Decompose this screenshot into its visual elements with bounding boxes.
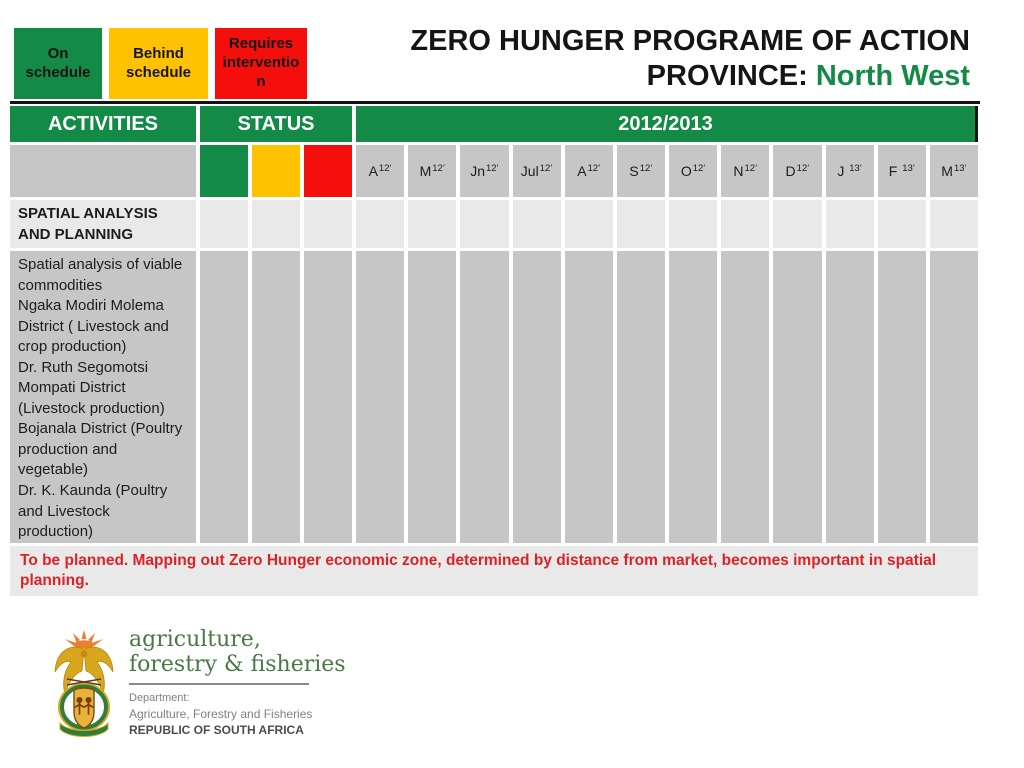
- table-top-rule: [10, 101, 980, 104]
- month-cell: [564, 251, 613, 543]
- activity-text: Spatial analysis of viable commodities N…: [18, 256, 183, 541]
- month-header-oct12: O12’: [669, 145, 718, 197]
- legend-on-schedule: On schedule: [14, 28, 102, 99]
- logo-dept-name: Agriculture, Forestry and Fisheries: [129, 707, 313, 722]
- status-legend: On schedule Behind schedule Requires int…: [14, 28, 307, 99]
- title-line2: PROVINCE: North West: [410, 59, 970, 94]
- activity-text: SPATIAL ANALYSIS AND PLANNING: [18, 205, 158, 243]
- logo-country: REPUBLIC OF SOUTH AFRICA: [129, 723, 304, 738]
- month-cell: [825, 200, 874, 248]
- logo-divider: [129, 683, 309, 686]
- month-cell: [929, 200, 979, 248]
- month-cell: [825, 251, 874, 543]
- month-cell: [460, 200, 509, 248]
- month-cell: [460, 251, 509, 543]
- month-header-apr12: A12’: [356, 145, 405, 197]
- table-row-spatial-detail: Spatial analysis of viable commodities N…: [10, 251, 979, 543]
- month-header-may12: M12’: [408, 145, 457, 197]
- month-cell: [877, 200, 926, 248]
- col-header-year: 2012/2013: [356, 106, 978, 142]
- month-header-jan13: J 13’: [825, 145, 874, 197]
- title-line1: ZERO HUNGER PROGRAME OF ACTION: [410, 25, 970, 57]
- month-cell: [669, 200, 718, 248]
- table-header-row: ACTIVITIES STATUS 2012/2013: [10, 106, 978, 142]
- status-red-swatch: [304, 145, 352, 197]
- months-header-row: A12’ M12’ Jn12’ Jul12’ A12’ S12’ O12’ N1…: [10, 145, 979, 197]
- month-header-nov12: N12’: [721, 145, 770, 197]
- status-yellow-swatch: [252, 145, 300, 197]
- month-cell: [616, 200, 666, 248]
- legend-requires-intervention: Requires intervention: [215, 28, 307, 99]
- status-cell: [252, 251, 300, 543]
- status-cell: [304, 200, 352, 248]
- month-cell: [773, 200, 822, 248]
- department-logo: agriculture, forestry & fisheries Depart…: [52, 627, 346, 740]
- month-cell: [564, 200, 613, 248]
- month-header-sep12: S12’: [616, 145, 666, 197]
- col-header-activities: ACTIVITIES: [10, 106, 196, 142]
- month-header-mar13: M13’: [929, 145, 979, 197]
- month-header-feb13: F 13’: [877, 145, 926, 197]
- status-green-swatch: [200, 145, 248, 197]
- legend-behind-schedule: Behind schedule: [109, 28, 208, 99]
- activity-cell: Spatial analysis of viable commodities N…: [10, 251, 196, 543]
- table-row-spatial-heading: SPATIAL ANALYSIS AND PLANNING: [10, 200, 979, 248]
- month-header-dec12: D12’: [773, 145, 822, 197]
- blank-activities-cell: [10, 145, 196, 197]
- logo-wordmark-line2: forestry & fisheries: [129, 651, 346, 677]
- logo-wordmark-line1: agriculture,: [129, 627, 261, 652]
- month-cell: [512, 200, 561, 248]
- col-header-status: STATUS: [200, 106, 352, 142]
- month-cell: [512, 251, 561, 543]
- month-header-jul12: Jul12’: [512, 145, 561, 197]
- status-cell: [304, 251, 352, 543]
- status-cell: [200, 251, 248, 543]
- month-cell: [929, 251, 979, 543]
- month-cell: [669, 251, 718, 543]
- month-cell: [408, 200, 457, 248]
- month-cell: [773, 251, 822, 543]
- month-header-aug12: A12’: [564, 145, 613, 197]
- month-cell: [616, 251, 666, 543]
- month-cell: [356, 200, 405, 248]
- logo-wordmark: agriculture, forestry & fisheries: [129, 627, 346, 677]
- status-cell: [200, 200, 248, 248]
- month-header-jun12: Jn12’: [460, 145, 509, 197]
- logo-dept-label: Department:: [129, 692, 190, 705]
- month-cell: [356, 251, 405, 543]
- activity-cell: SPATIAL ANALYSIS AND PLANNING: [10, 200, 196, 248]
- month-cell: [721, 200, 770, 248]
- province-label: PROVINCE:: [646, 59, 816, 92]
- page-title: ZERO HUNGER PROGRAME OF ACTION PROVINCE:…: [410, 24, 970, 94]
- month-cell: [721, 251, 770, 543]
- table-note-row: To be planned. Mapping out Zero Hunger e…: [10, 546, 978, 597]
- programme-table: ACTIVITIES STATUS 2012/2013 A12’ M12’ Jn…: [10, 106, 979, 599]
- coat-of-arms-logo: [54, 630, 114, 737]
- month-cell: [408, 251, 457, 543]
- logo-text-block: agriculture, forestry & fisheries Depart…: [129, 627, 346, 739]
- note-cell: To be planned. Mapping out Zero Hunger e…: [10, 546, 978, 597]
- status-cell: [252, 200, 300, 248]
- month-cell: [877, 251, 926, 543]
- province-value: North West: [815, 59, 970, 92]
